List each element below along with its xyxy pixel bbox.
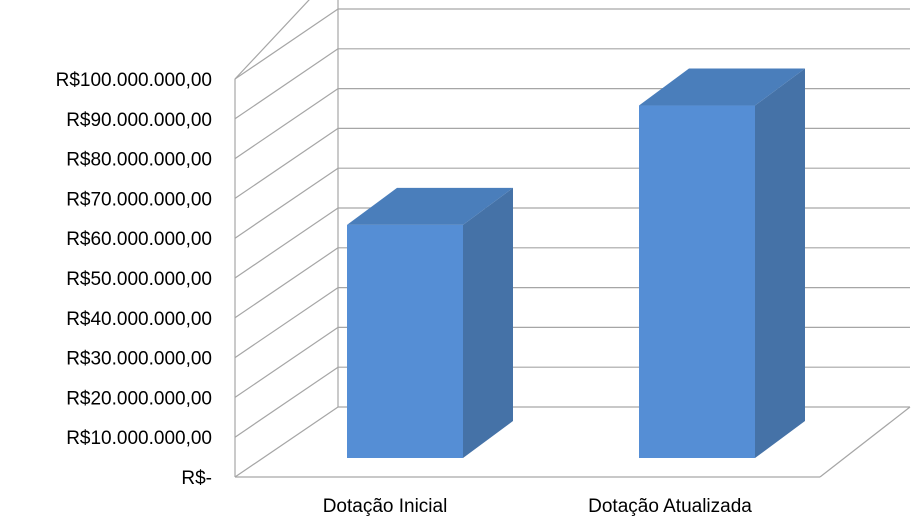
bar-front (347, 224, 463, 458)
y-tick-label: R$40.000.000,00 (66, 309, 212, 330)
bar (347, 187, 513, 459)
chart-bars (347, 68, 805, 459)
y-tick-label: R$50.000.000,00 (66, 269, 212, 290)
gridline-left-8 (234, 88, 339, 160)
bar-side (463, 187, 513, 459)
y-tick-label: R$70.000.000,00 (66, 189, 212, 210)
gridline-left-4 (234, 247, 339, 319)
floor-right-edge (819, 406, 911, 478)
chart-gridlines (234, 0, 911, 478)
x-category-label: Dotação Inicial (323, 496, 448, 517)
gridline-left-7 (234, 127, 339, 199)
gridline-left-5 (234, 207, 339, 279)
y-tick-label: R$100.000.000,00 (56, 70, 212, 91)
gridline-left-0 (234, 406, 339, 478)
gridline-left-6 (234, 167, 339, 239)
left-wall-top-edge (234, 0, 310, 80)
bar (639, 68, 805, 458)
bar-front (639, 105, 755, 458)
y-tick-label: R$30.000.000,00 (66, 349, 212, 370)
y-tick-label: R$- (181, 468, 212, 489)
y-tick-label: R$10.000.000,00 (66, 428, 212, 449)
y-tick-label: R$60.000.000,00 (66, 229, 212, 250)
gridline-left-1 (234, 366, 339, 438)
x-category-label: Dotação Atualizada (588, 496, 752, 517)
bar-side (755, 68, 805, 458)
gridline-left-9 (234, 48, 339, 120)
y-tick-label: R$80.000.000,00 (66, 150, 212, 171)
y-axis-tick-labels: R$- R$10.000.000,00 R$20.000.000,00 R$30.00… (56, 70, 212, 489)
bar-top (639, 68, 805, 106)
gridline-left-10 (234, 8, 339, 80)
gridline-left-3 (234, 287, 339, 359)
y-tick-label: R$20.000.000,00 (66, 388, 212, 409)
bar-top (347, 187, 513, 225)
x-axis-category-labels: Dotação Inicial Dotação Atualizada (323, 496, 753, 517)
gridline-left-2 (234, 326, 339, 398)
y-tick-label: R$90.000.000,00 (66, 110, 212, 131)
